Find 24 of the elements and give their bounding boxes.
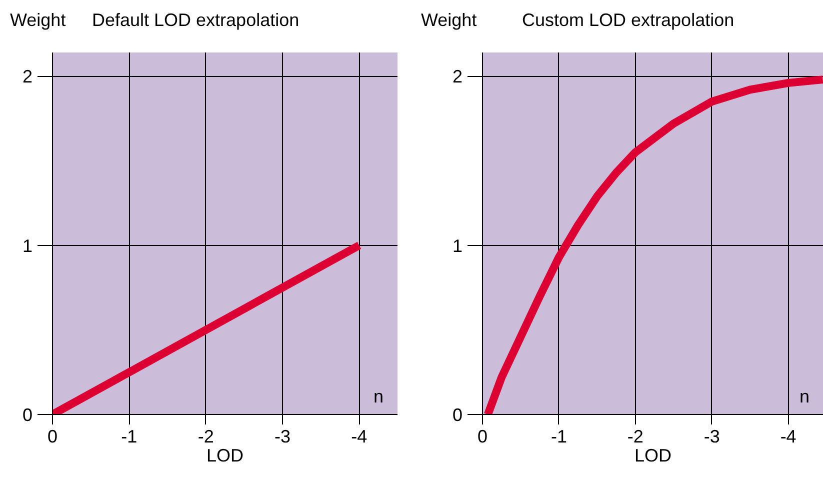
y-tick-label: 2 [22, 66, 33, 87]
y-tick-label: 1 [452, 236, 463, 256]
x-tick-label: -1 [550, 426, 567, 446]
annotation: n [373, 386, 384, 406]
chart-title: Default LOD extrapolation [92, 9, 300, 32]
y-tick-label: 2 [452, 66, 463, 87]
y-tick-label: 0 [22, 405, 33, 425]
x-tick-label: -1 [121, 426, 138, 446]
x-tick-label: -3 [704, 426, 720, 446]
x-tick-label: 0 [47, 426, 58, 446]
x-tick-label: -4 [780, 426, 796, 446]
y-tick-label: 0 [452, 405, 463, 425]
x-tick-label: -2 [627, 426, 644, 446]
x-tick-label: -2 [198, 426, 214, 446]
x-tick-label: 0 [477, 426, 488, 446]
y-tick-label: 1 [22, 236, 33, 256]
chart-title: Custom LOD extrapolation [522, 9, 734, 32]
annotation: n [799, 386, 810, 406]
y-axis-title: Weight [421, 9, 477, 32]
x-axis-title: LOD [634, 446, 672, 466]
x-tick-label: -4 [351, 426, 368, 446]
x-axis-title: LOD [206, 446, 244, 466]
y-axis-title: Weight [10, 9, 66, 32]
x-tick-label: -3 [274, 426, 291, 446]
